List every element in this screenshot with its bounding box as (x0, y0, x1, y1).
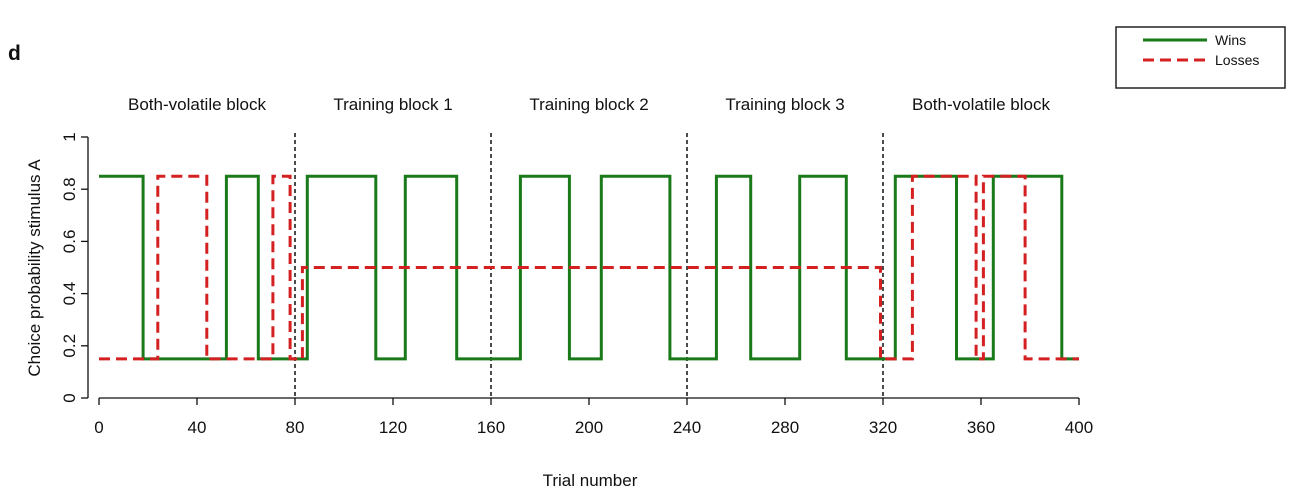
legend: Wins Losses (1115, 26, 1286, 89)
series-line-losses (99, 174, 1079, 361)
x-axis-title: Trial number (543, 471, 638, 490)
block-label-3: Training block 3 (725, 95, 844, 114)
block-labels: Both-volatile block Training block 1 Train… (128, 95, 1050, 114)
y-tick-label-2: 0.4 (60, 282, 79, 306)
block-label-4: Both-volatile block (912, 95, 1050, 114)
legend-label-losses: Losses (1215, 52, 1259, 68)
y-axis-title: Choice probability stimulus A (25, 159, 44, 377)
x-tick-label-80: 80 (286, 418, 305, 437)
x-tick-label-160: 160 (477, 418, 505, 437)
x-tick-label-0: 0 (94, 418, 103, 437)
y-tick-label-3: 0.6 (60, 230, 79, 254)
y-tick-label-4: 0.8 (60, 177, 79, 201)
x-tick-label-40: 40 (188, 418, 207, 437)
y-tick-label-5: 1 (60, 132, 79, 141)
y-axis: 0 0.2 0.4 0.6 0.8 1 (60, 132, 89, 403)
block-label-1: Training block 1 (333, 95, 452, 114)
x-tick-label-120: 120 (379, 418, 407, 437)
y-tick-label-0: 0 (60, 393, 79, 402)
series-layer (99, 174, 1079, 361)
block-dividers (294, 133, 884, 398)
x-axis: 0 40 80 120 160 200 240 280 320 360 400 (94, 397, 1093, 437)
x-tick-label-320: 320 (869, 418, 897, 437)
x-tick-label-400: 400 (1065, 418, 1093, 437)
x-tick-label-200: 200 (575, 418, 603, 437)
block-label-0: Both-volatile block (128, 95, 266, 114)
x-tick-label-280: 280 (771, 418, 799, 437)
legend-label-wins: Wins (1215, 32, 1246, 48)
panel-label: d (8, 42, 21, 65)
legend-box (1115, 26, 1286, 89)
x-tick-label-240: 240 (673, 418, 701, 437)
x-tick-label-360: 360 (967, 418, 995, 437)
y-tick-label-1: 0.2 (60, 334, 79, 358)
block-label-2: Training block 2 (529, 95, 648, 114)
